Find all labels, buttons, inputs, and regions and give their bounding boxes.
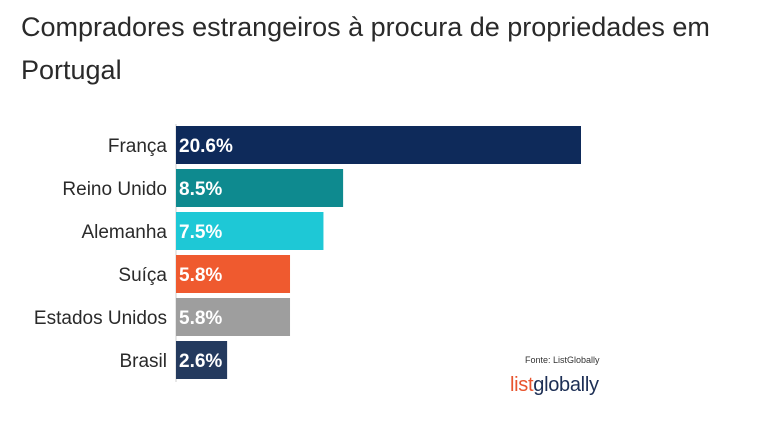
- category-label: Reino Unido: [62, 179, 167, 200]
- logo-part-globally: globally: [533, 374, 599, 396]
- bar-1: [176, 169, 344, 207]
- category-label: Suíça: [118, 265, 167, 286]
- data-label: 7.5%: [179, 222, 222, 243]
- bar-5: [176, 341, 228, 379]
- category-label: Brasil: [119, 351, 167, 372]
- data-label: 5.8%: [179, 265, 222, 286]
- source-note: Fonte: ListGlobally: [525, 355, 600, 365]
- data-label: 20.6%: [179, 136, 233, 157]
- data-label: 2.6%: [179, 351, 222, 372]
- bar-3: [176, 255, 291, 293]
- data-label: 5.8%: [179, 308, 222, 329]
- data-label: 8.5%: [179, 179, 222, 200]
- category-label: Alemanha: [81, 222, 167, 243]
- bar-4: [176, 298, 291, 336]
- logo-part-list: list: [510, 374, 534, 396]
- chart-title: Compradores estrangeiros à procura de pr…: [21, 12, 710, 85]
- listglobally-logo: listglobally: [510, 374, 599, 396]
- category-label: Estados Unidos: [34, 308, 167, 329]
- category-label: França: [108, 136, 168, 157]
- bar-2: [176, 212, 324, 250]
- bar-0: [176, 126, 581, 164]
